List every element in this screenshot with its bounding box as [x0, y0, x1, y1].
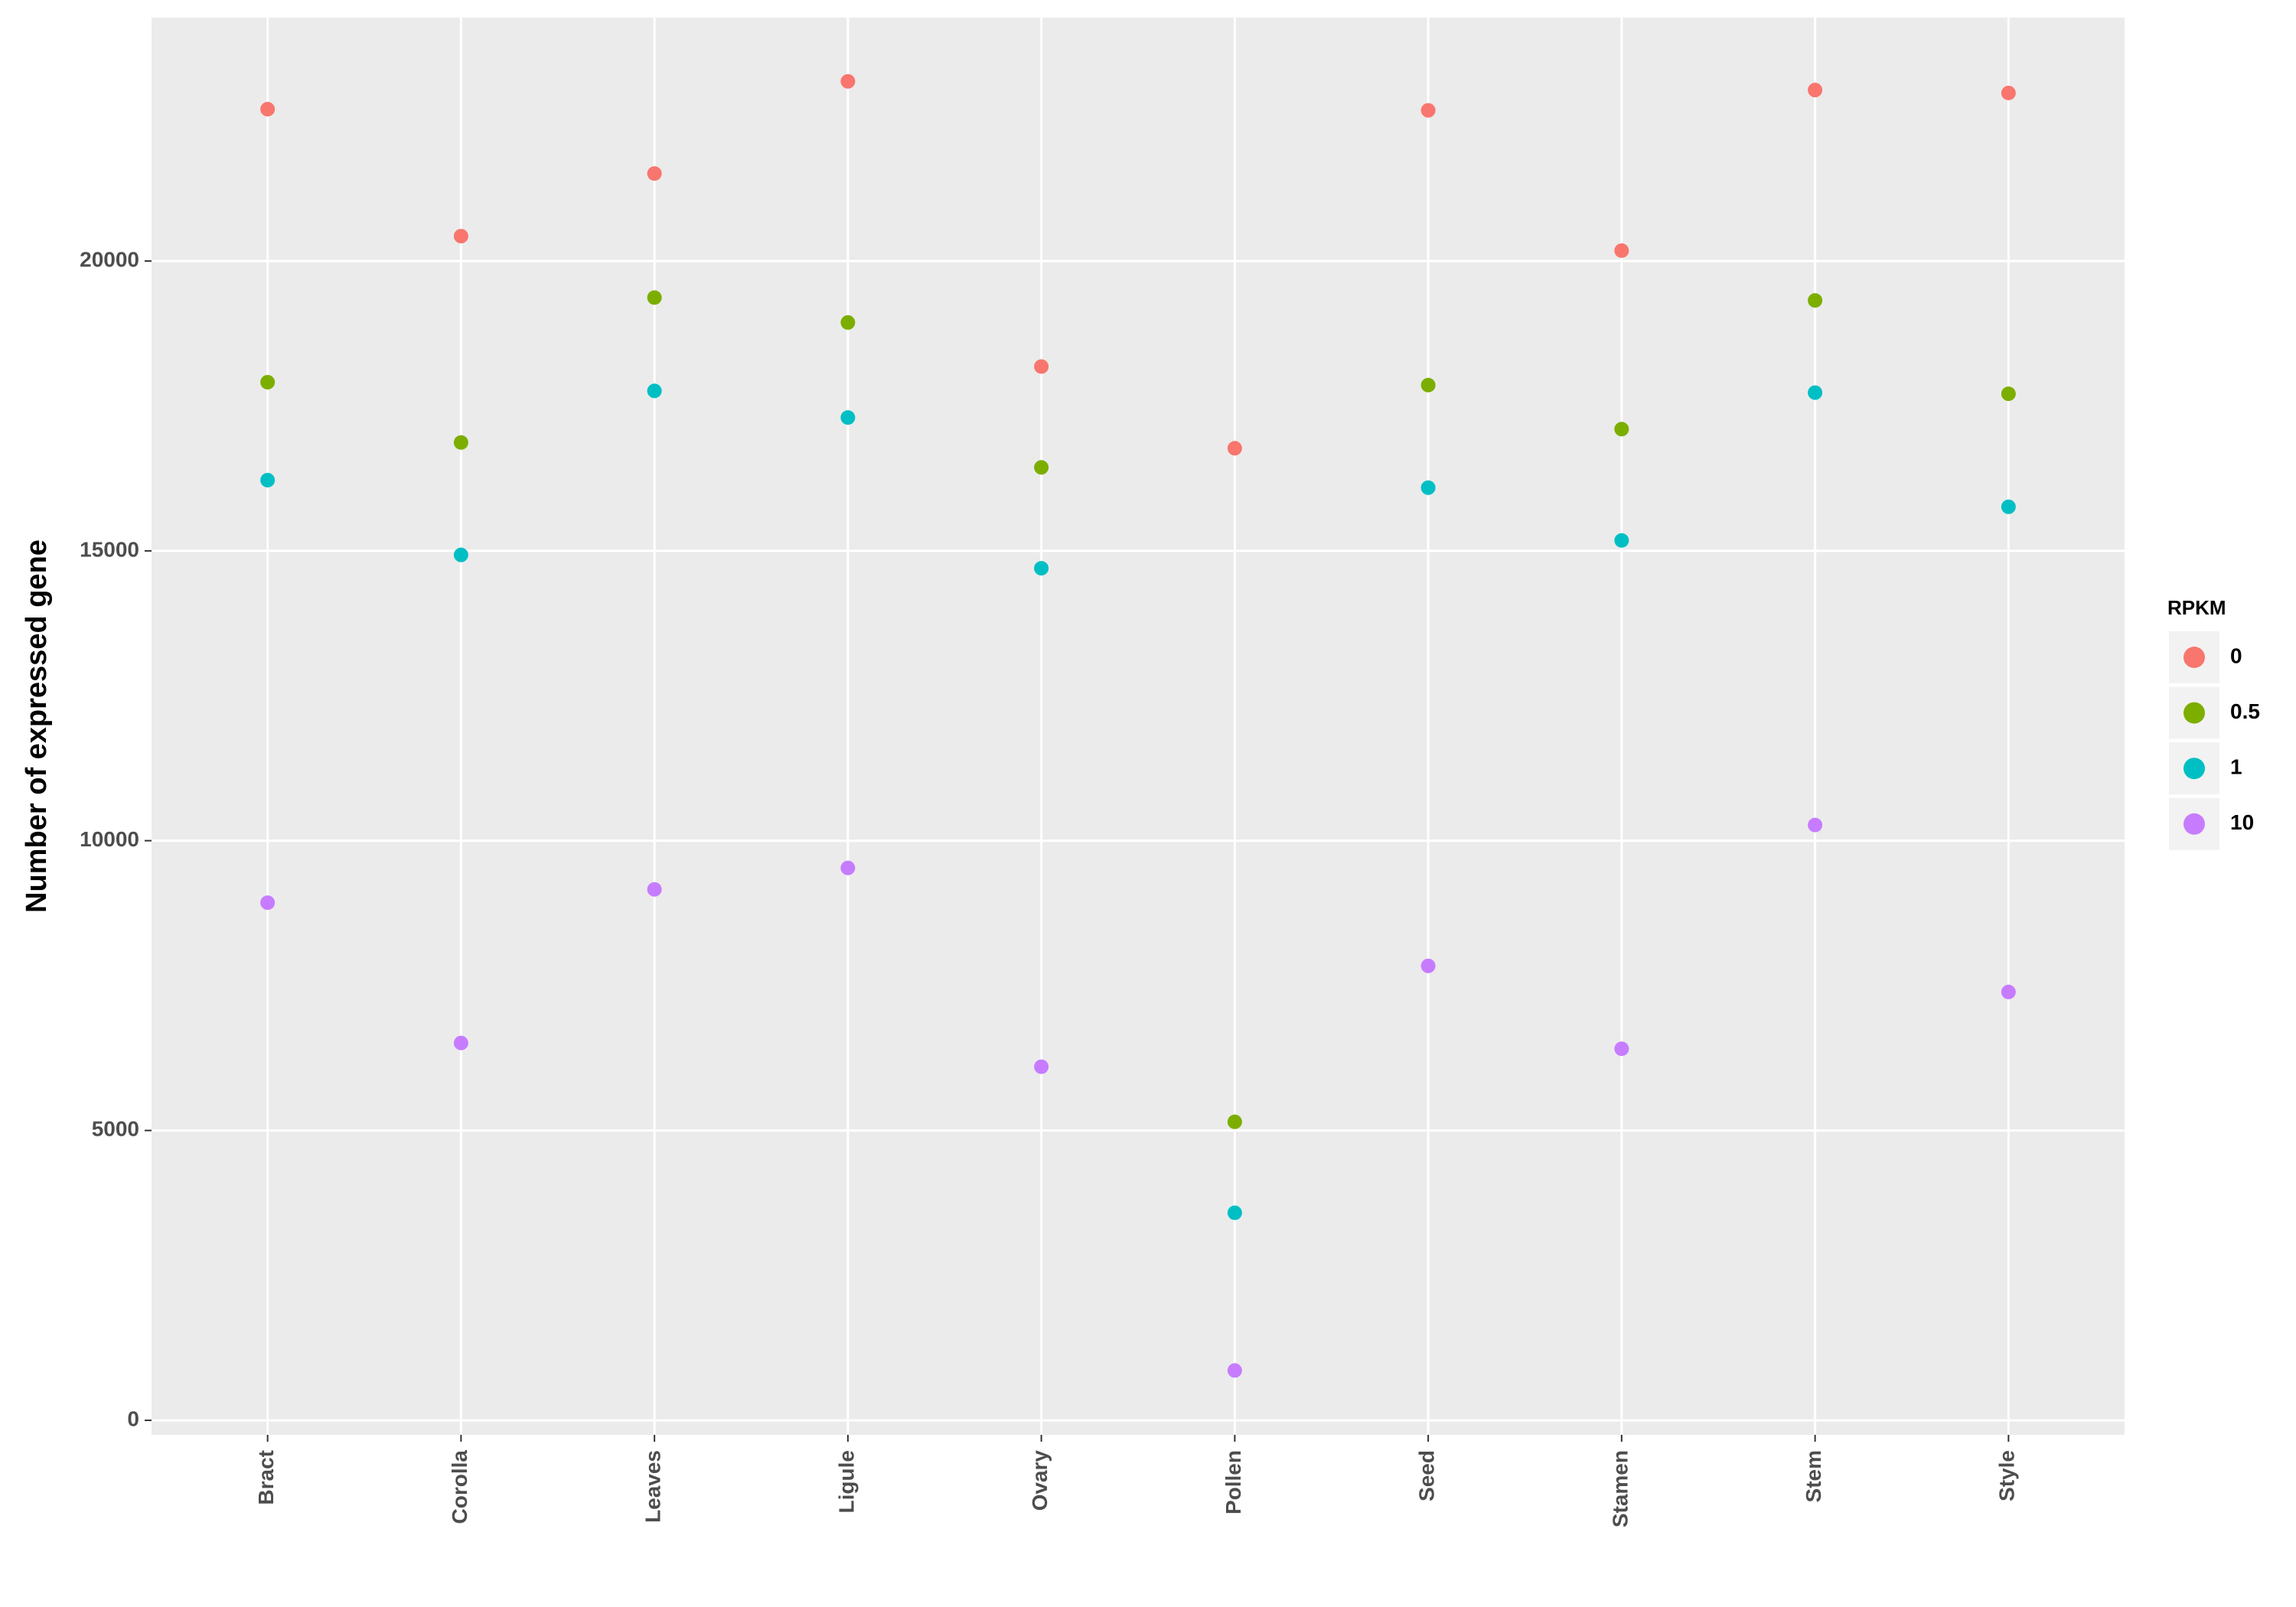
legend-swatch — [2183, 758, 2205, 780]
legend-label: 1 — [2230, 755, 2242, 779]
legend-title: RPKM — [2167, 596, 2226, 619]
point — [1034, 1059, 1049, 1074]
point — [647, 166, 662, 181]
point — [453, 1035, 468, 1051]
point — [1420, 103, 1436, 118]
legend-label: 0 — [2230, 644, 2242, 667]
point — [1034, 460, 1049, 475]
point — [2001, 85, 2016, 100]
x-tick-label: Corolla — [448, 1450, 471, 1524]
point — [1227, 1114, 1242, 1129]
point — [1808, 293, 1823, 308]
point — [453, 435, 468, 450]
point — [840, 410, 856, 425]
x-tick-label: Bract — [254, 1450, 278, 1505]
point — [840, 73, 856, 89]
point — [1420, 480, 1436, 495]
point — [1034, 561, 1049, 576]
point — [1034, 359, 1049, 374]
point — [260, 895, 276, 911]
x-tick-label: Pollen — [1221, 1450, 1245, 1514]
point — [2001, 499, 2016, 514]
point — [1614, 533, 1629, 548]
x-tick-label: Stamen — [1608, 1450, 1632, 1527]
legend-swatch — [2183, 647, 2205, 668]
point — [1227, 1363, 1242, 1378]
point — [647, 290, 662, 305]
y-tick-label: 0 — [127, 1407, 139, 1430]
point — [2001, 386, 2016, 402]
legend-label: 0.5 — [2230, 699, 2260, 723]
legend-swatch — [2183, 702, 2205, 724]
x-tick-label: Ligule — [834, 1450, 858, 1513]
point — [260, 472, 276, 487]
legend-swatch — [2183, 813, 2205, 835]
point — [1420, 958, 1436, 973]
y-tick-label: 10000 — [80, 827, 139, 851]
point — [1614, 243, 1629, 259]
point — [840, 860, 856, 875]
point — [1227, 441, 1242, 456]
point — [1808, 817, 1823, 833]
point — [453, 547, 468, 562]
point — [1808, 83, 1823, 98]
point — [1614, 422, 1629, 437]
point — [1227, 1205, 1242, 1221]
y-tick-label: 5000 — [92, 1117, 139, 1141]
point — [260, 374, 276, 390]
x-tick-label: Stem — [1802, 1450, 1825, 1502]
point — [1420, 377, 1436, 393]
y-tick-label: 20000 — [80, 248, 139, 272]
x-tick-label: Leaves — [641, 1450, 665, 1523]
point — [453, 229, 468, 244]
point — [1808, 385, 1823, 400]
x-tick-label: Ovary — [1028, 1450, 1052, 1511]
legend-label: 10 — [2230, 810, 2254, 834]
plot-panel — [152, 18, 2125, 1435]
point — [2001, 984, 2016, 999]
point — [260, 102, 276, 117]
point — [647, 882, 662, 897]
point — [1614, 1041, 1629, 1057]
point — [647, 383, 662, 399]
x-tick-label: Style — [1995, 1450, 2019, 1501]
point — [840, 315, 856, 330]
y-axis-title: Number of expressed gene — [21, 539, 53, 913]
x-tick-label: Seed — [1415, 1450, 1439, 1501]
y-tick-label: 15000 — [80, 537, 139, 561]
